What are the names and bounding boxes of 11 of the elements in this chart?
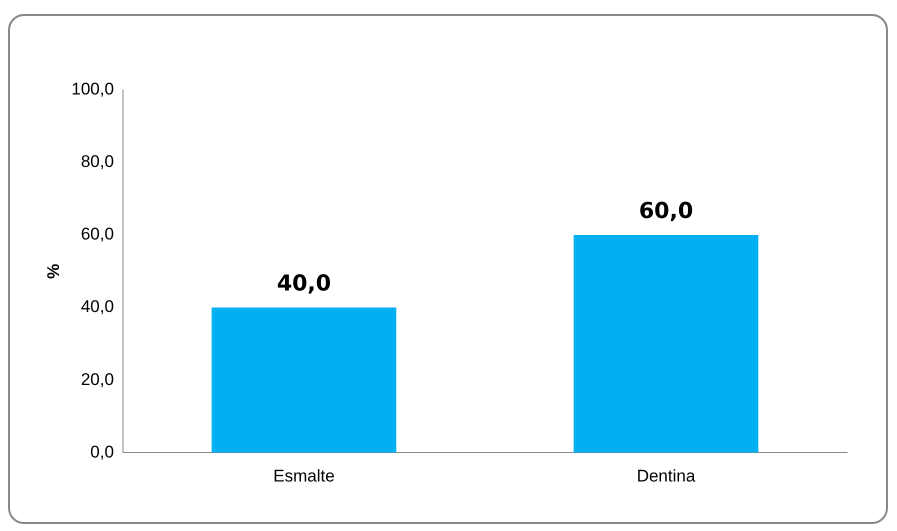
y-axis-title: % — [44, 264, 63, 279]
data-label: 40,0 — [276, 271, 332, 296]
y-tick-label: 0,0 — [90, 442, 114, 462]
y-tick-label: 100,0 — [71, 80, 114, 99]
x-tick-label: Dentina — [636, 466, 696, 486]
y-tick-label: 60,0 — [80, 224, 114, 244]
y-tick-label: 80,0 — [80, 152, 114, 172]
y-tick-label: 20,0 — [80, 370, 114, 389]
x-tick-label: Esmalte — [273, 466, 335, 486]
data-label: 60,0 — [638, 198, 694, 224]
y-tick-label: 40,0 — [80, 297, 114, 316]
